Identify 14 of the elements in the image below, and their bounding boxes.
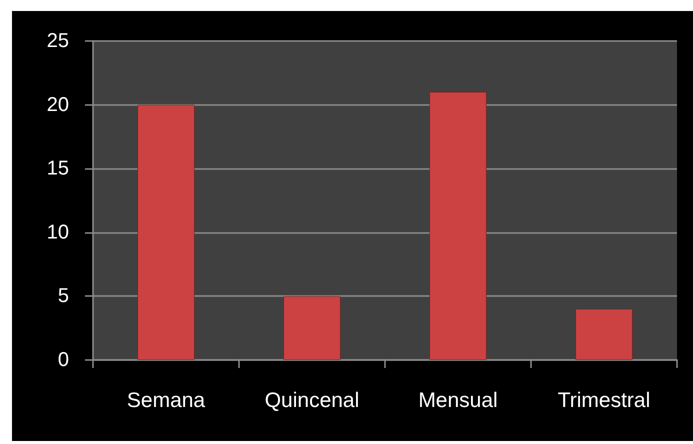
bar (284, 296, 340, 360)
y-tick-label: 0 (58, 349, 69, 371)
bar (576, 308, 632, 360)
y-tick-label: 25 (46, 30, 69, 52)
y-tick-label: 10 (46, 221, 69, 244)
y-tick-label: 15 (46, 158, 69, 180)
y-tick-label: 5 (58, 285, 69, 308)
x-tick-label: Mensual (418, 389, 498, 412)
x-tick-label: Quincenal (264, 389, 360, 412)
bar (430, 92, 486, 360)
y-tick-label: 20 (46, 94, 69, 116)
x-tick-label: Semana (126, 389, 206, 412)
bar (138, 104, 194, 360)
x-tick-label: Trimestral (558, 389, 650, 412)
